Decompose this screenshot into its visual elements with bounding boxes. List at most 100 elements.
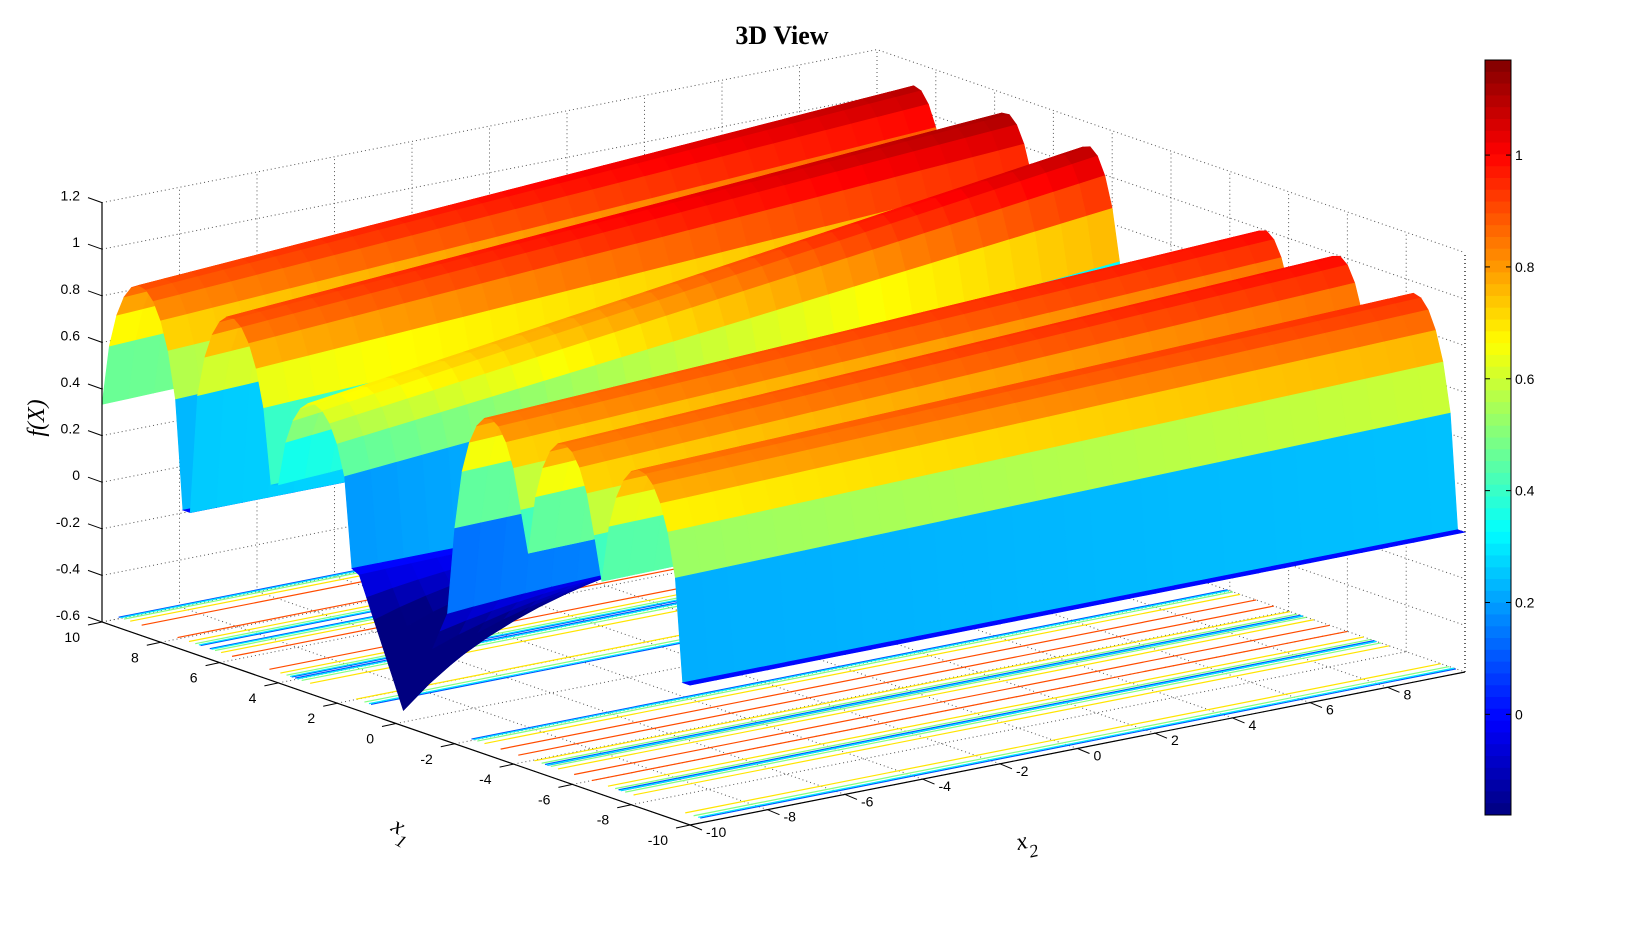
colorbar-band <box>1485 343 1511 356</box>
colorbar-band <box>1485 331 1511 344</box>
colorbar-band <box>1485 71 1511 85</box>
contour-line <box>685 663 1442 814</box>
x1-tick <box>675 824 691 829</box>
x1-tick <box>146 641 161 646</box>
colorbar: 0 0.2 0.4 0.6 0.8 1 <box>1484 59 1535 816</box>
colorbar-band <box>1485 437 1511 450</box>
colorbar-band <box>1485 472 1511 486</box>
contour-line <box>574 624 1330 776</box>
x2-tick <box>844 793 858 800</box>
x1-axis-label: x1 <box>382 812 417 852</box>
colorbar-band <box>1485 260 1511 273</box>
colorbar-band <box>1485 272 1511 285</box>
x1-tick <box>381 723 397 727</box>
colorbar-band <box>1485 189 1511 203</box>
colorbar-band <box>1485 60 1511 73</box>
contour-line <box>700 668 1457 819</box>
x2-tick-label: 6 <box>1326 702 1334 718</box>
colorbar-band <box>1485 697 1511 710</box>
z-tick <box>87 383 103 390</box>
x1-tick-label: 6 <box>190 670 198 686</box>
colorbar-band <box>1485 142 1511 155</box>
colorbar-band <box>1485 307 1511 321</box>
z-tick <box>87 476 103 483</box>
contour-line <box>534 611 1291 762</box>
colorbar-band <box>1485 791 1511 804</box>
grid-line <box>101 468 1466 673</box>
colorbar-band <box>1485 708 1511 722</box>
x1-tick-label: 4 <box>249 690 257 706</box>
colorbar-band <box>1485 83 1511 96</box>
colorbar-tick-label: 0.4 <box>1515 483 1535 499</box>
x1-tick-label: 8 <box>131 649 139 665</box>
colorbar-tick-label: 1 <box>1515 147 1523 163</box>
colorbar-band <box>1485 295 1511 309</box>
contour-line <box>591 630 1348 782</box>
z-tick-label: 1 <box>72 234 80 250</box>
colorbar-band <box>1485 413 1511 427</box>
contour-line <box>471 589 1228 740</box>
x1-tick-label: 10 <box>64 629 80 645</box>
z-axis-label: f(X) <box>24 399 50 436</box>
colorbar-band <box>1485 248 1511 262</box>
colorbar-band <box>1485 118 1511 132</box>
z-tick-label: -0.4 <box>56 560 80 576</box>
x2-tick-label: 2 <box>1171 732 1179 748</box>
x2-tick-label: 4 <box>1249 717 1257 733</box>
colorbar-band <box>1485 520 1511 533</box>
x1-tick-label: -6 <box>538 791 551 807</box>
colorbar-band <box>1485 95 1511 108</box>
colorbar-band <box>1485 508 1511 521</box>
z-tick <box>87 243 103 250</box>
z-tick-label: 1.2 <box>61 188 81 204</box>
contour-line <box>693 665 1450 817</box>
x1-tick <box>558 783 573 788</box>
grid-line <box>101 95 1466 300</box>
contour-line <box>698 667 1454 818</box>
contour-line <box>633 645 1390 796</box>
z-tick-label: -0.2 <box>56 514 80 530</box>
z-tick-label: 0.4 <box>61 374 81 390</box>
surface <box>101 85 1467 711</box>
x2-axis-label: x2 <box>1013 826 1040 864</box>
z-tick <box>87 290 103 297</box>
colorbar-band <box>1485 154 1511 167</box>
x1-tick <box>264 682 279 687</box>
colorbar-band <box>1485 366 1511 380</box>
x2-tick <box>1154 732 1168 739</box>
colorbar-band <box>1485 661 1511 674</box>
contour-line <box>473 589 1230 741</box>
colorbar-band <box>1485 720 1511 733</box>
contour-line <box>550 616 1307 768</box>
contour-line <box>484 593 1241 745</box>
contour-line <box>544 614 1301 766</box>
x1-tick-label: -2 <box>420 751 433 767</box>
z-tick <box>87 523 103 530</box>
z-tick-label: 0 <box>72 467 80 483</box>
z-tick <box>87 197 103 204</box>
colorbar-band <box>1485 579 1511 592</box>
colorbar-band <box>1485 284 1511 297</box>
x2-tick-label: -6 <box>861 793 874 809</box>
colorbar-tick-label: 0.2 <box>1515 594 1535 610</box>
x2-tick-label: -10 <box>706 824 726 840</box>
contour-line <box>500 599 1257 750</box>
x1-tick-label: -4 <box>479 771 492 787</box>
colorbar-band <box>1485 614 1511 627</box>
contour-line <box>477 591 1234 742</box>
x2-tick <box>922 778 935 785</box>
contour-line <box>518 605 1275 756</box>
colorbar-band <box>1485 555 1511 568</box>
contour-line <box>557 619 1314 770</box>
x2-tick <box>1387 686 1400 693</box>
x2-tick <box>1309 702 1323 709</box>
colorbar-band <box>1485 177 1511 191</box>
colorbar-band <box>1485 378 1511 391</box>
x1-tick <box>205 662 220 667</box>
x2-tick <box>1232 717 1245 724</box>
colorbar-band <box>1485 390 1511 403</box>
z-tick-label: 0.8 <box>61 281 81 297</box>
surface-patch <box>681 677 717 686</box>
